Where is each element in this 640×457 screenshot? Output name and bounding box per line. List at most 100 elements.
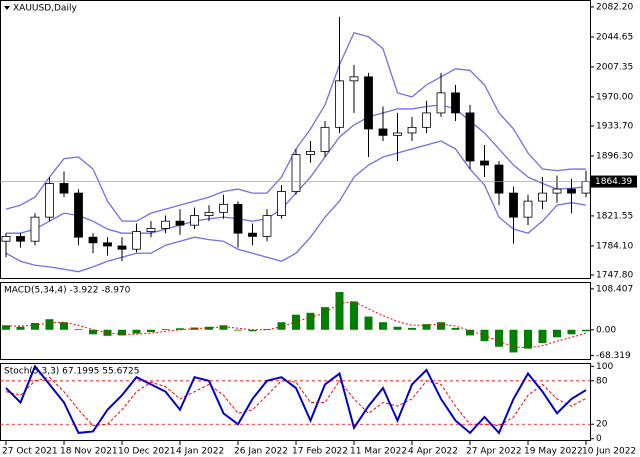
- macd-bar: [408, 327, 416, 330]
- candle-body: [306, 151, 315, 156]
- candle-body: [364, 76, 373, 130]
- candle-body: [393, 132, 402, 136]
- candle-body: [30, 216, 40, 242]
- candle-body: [204, 211, 214, 216]
- x-tick-label: 4 Jan 2022: [176, 447, 224, 457]
- last-price-box: [591, 175, 637, 188]
- macd-bar: [538, 329, 547, 343]
- macd-bar: [466, 329, 474, 336]
- macd-bar: [219, 325, 228, 330]
- candle-body: [16, 235, 25, 242]
- candle-body: [480, 160, 489, 166]
- macd-bar: [422, 324, 431, 330]
- candle-body: [233, 203, 243, 234]
- main-panel: [0, 0, 591, 279]
- candle-body: [277, 191, 286, 216]
- macd-bar: [350, 301, 358, 330]
- macd-bar: [103, 329, 112, 336]
- candle-body: [422, 112, 431, 128]
- candle-body: [407, 126, 417, 134]
- y-tick-label: 108.407: [596, 284, 633, 294]
- candle-body: [523, 200, 533, 218]
- candle-body: [219, 203, 228, 213]
- candle-body: [161, 220, 170, 229]
- macd-bar: [364, 316, 373, 330]
- candle-body: [538, 192, 547, 202]
- macd-bar: [321, 307, 329, 330]
- x-tick-label: 26 Jan 2022: [234, 447, 288, 457]
- x-tick-label: 27 Apr 2022: [466, 447, 522, 457]
- signal-line: [6, 300, 587, 349]
- y-tick-label: 1933.70: [596, 121, 633, 131]
- macd-bar: [31, 322, 39, 330]
- candle-body: [1, 235, 11, 242]
- macd-bar: [379, 322, 387, 330]
- y-tick-label: 1896.30: [596, 151, 633, 161]
- x-tick-label: 10 Dec 2021: [118, 447, 176, 457]
- macd-bar: [292, 314, 300, 330]
- macd-bar: [306, 312, 315, 330]
- candle-body: [494, 164, 504, 194]
- x-tick-label: 19 May 2022: [524, 447, 583, 457]
- macd-bar: [582, 329, 590, 332]
- candle-body: [132, 231, 141, 250]
- macd-bar: [393, 326, 402, 330]
- candle-body: [103, 242, 112, 247]
- macd-bar: [190, 327, 199, 330]
- y-tick-label: 80: [596, 376, 608, 386]
- macd-bar: [74, 329, 83, 330]
- y-tick-label: 100: [596, 362, 613, 372]
- candle-body: [451, 92, 460, 114]
- macd-bar: [234, 329, 242, 331]
- macd-bar: [248, 329, 257, 332]
- macd-bar: [60, 322, 68, 330]
- candle-body: [117, 245, 127, 250]
- menu-arrow: [4, 6, 10, 10]
- candle-body: [175, 220, 185, 226]
- y-tick-label: 2044.65: [596, 33, 633, 43]
- macd-bar: [2, 325, 10, 330]
- y-tick-label: 1970.00: [596, 92, 633, 102]
- x-tick-label: 27 Oct 2021: [2, 447, 58, 457]
- y-tick-label: 2082.20: [596, 2, 633, 12]
- y-tick-label: -68.319: [596, 351, 631, 361]
- candle-body: [190, 215, 199, 226]
- macd-bar: [161, 329, 170, 330]
- macd-bar: [176, 328, 184, 330]
- macd-bar: [45, 319, 54, 330]
- stoch-k: [5, 364, 587, 435]
- candle-body: [378, 128, 388, 136]
- last-price-label: 1864.39: [595, 177, 632, 187]
- x-tick-label: 4 Apr 2022: [408, 447, 458, 457]
- macd-bar: [132, 329, 141, 334]
- candle-body: [88, 236, 98, 244]
- macd-bar: [509, 329, 518, 353]
- macd-bar: [147, 329, 155, 333]
- y-tick-label: 1784.10: [596, 241, 633, 251]
- x-tick-label: 11 Mar 2022: [350, 447, 407, 457]
- y-tick-label: 0: [596, 434, 602, 444]
- stoch-d: [5, 376, 587, 427]
- y-tick-label: 2007.35: [596, 62, 633, 72]
- candle-body: [567, 188, 576, 194]
- y-tick-label: 1821.55: [596, 211, 633, 221]
- macd-bar: [495, 329, 503, 347]
- candle-body: [146, 227, 156, 232]
- macd-bar: [16, 326, 25, 330]
- macd-title: MACD(5,34,4) -3.922 -8.970: [4, 286, 131, 296]
- candle-body: [349, 76, 359, 82]
- macd-bar: [277, 322, 286, 330]
- candle-body: [45, 183, 54, 218]
- macd-panel: [0, 282, 591, 360]
- x-tick-label: 17 Feb 2022: [292, 447, 348, 457]
- candle-body: [262, 215, 272, 237]
- band-lower: [5, 140, 587, 273]
- macd-bar: [553, 329, 561, 338]
- candle-body: [291, 154, 301, 192]
- y-tick-label: 1747.80: [596, 271, 633, 281]
- candle-body: [59, 183, 69, 194]
- candle-body: [436, 92, 446, 114]
- x-tick-label: 10 Jun 2022: [582, 447, 636, 457]
- chart-title: XAUUSD,Daily: [13, 4, 77, 14]
